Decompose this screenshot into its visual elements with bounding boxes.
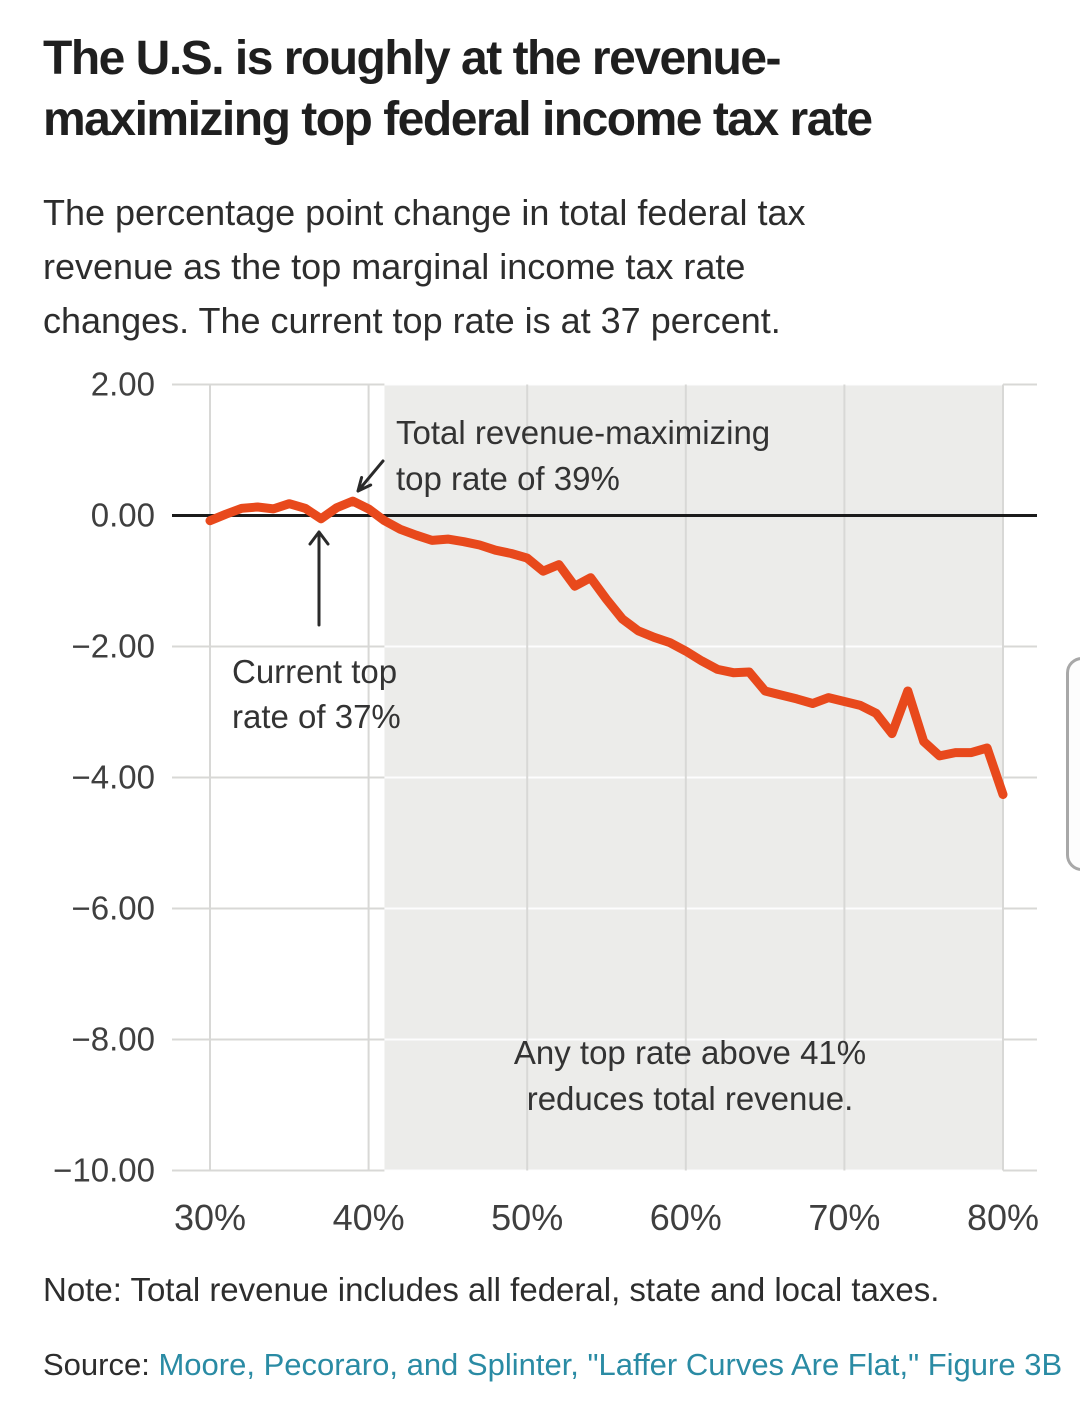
x-axis-tick-label: 50%: [491, 1197, 563, 1238]
source-label: Source:: [43, 1347, 150, 1382]
annotation-line: top rate of 39%: [396, 460, 620, 497]
subtitle-line-2: revenue as the top marginal income tax r…: [43, 246, 746, 287]
annotation-line: rate of 37%: [232, 698, 401, 735]
edge-scroll-pill[interactable]: [1066, 657, 1080, 871]
annotation-line: Total revenue-maximizing: [396, 414, 771, 451]
arrow-to-37-dip: [308, 530, 330, 627]
annotation-current-top-rate: Current top rate of 37%: [232, 649, 401, 739]
annotation-line: reduces total revenue.: [526, 1080, 854, 1117]
chart-source: Source: Moore, Pecoraro, and Splinter, "…: [43, 1347, 1062, 1383]
x-axis-tick-label: 70%: [808, 1197, 880, 1238]
line-chart-canvas: 2.00 0.00 −2.00 −4.00 −6.00 −8.00 −10.00 30% 40%…: [53, 366, 1039, 1239]
y-axis-tick-label: 0.00: [91, 497, 155, 534]
y-axis-tick-label: −10.00: [53, 1152, 155, 1189]
subtitle-line-3: changes. The current top rate is at 37 p…: [43, 300, 781, 341]
annotation-above-41: Any top rate above 41% reduces total rev…: [470, 1030, 910, 1122]
y-axis-tick-label: −8.00: [72, 1021, 156, 1058]
page-title: The U.S. is roughly at the revenue- maxi…: [43, 28, 873, 150]
y-axis-tick-label: −6.00: [72, 890, 156, 927]
chart-subtitle: The percentage point change in total fed…: [43, 186, 806, 348]
annotation-line: Any top rate above 41%: [513, 1034, 867, 1071]
x-axis-tick-label: 30%: [174, 1197, 246, 1238]
subtitle-line-1: The percentage point change in total fed…: [43, 192, 806, 233]
y-axis-tick-label: −2.00: [72, 628, 156, 665]
annotation-line: Current top: [232, 653, 398, 690]
laffer-curve-chart: 2.00 0.00 −2.00 −4.00 −6.00 −8.00 −10.00 30% 40%…: [0, 360, 1080, 1240]
x-axis-tick-label: 60%: [650, 1197, 722, 1238]
annotation-revenue-maximizing: Total revenue-maximizing top rate of 39%: [396, 410, 770, 502]
title-line-1: The U.S. is roughly at the revenue-: [43, 32, 781, 85]
arrow-to-39-peak: [356, 459, 385, 493]
source-link[interactable]: Moore, Pecoraro, and Splinter, "Laffer C…: [158, 1347, 1063, 1382]
x-axis-tick-label: 40%: [333, 1197, 405, 1238]
revenue-change-line: [205, 496, 1008, 799]
x-axis-tick-label: 80%: [967, 1197, 1039, 1238]
chart-note: Note: Total revenue includes all federal…: [43, 1271, 940, 1308]
title-line-2: maximizing top federal income tax rate: [43, 93, 873, 146]
y-axis-tick-label: −4.00: [72, 759, 156, 796]
y-axis-tick-label: 2.00: [91, 366, 155, 403]
